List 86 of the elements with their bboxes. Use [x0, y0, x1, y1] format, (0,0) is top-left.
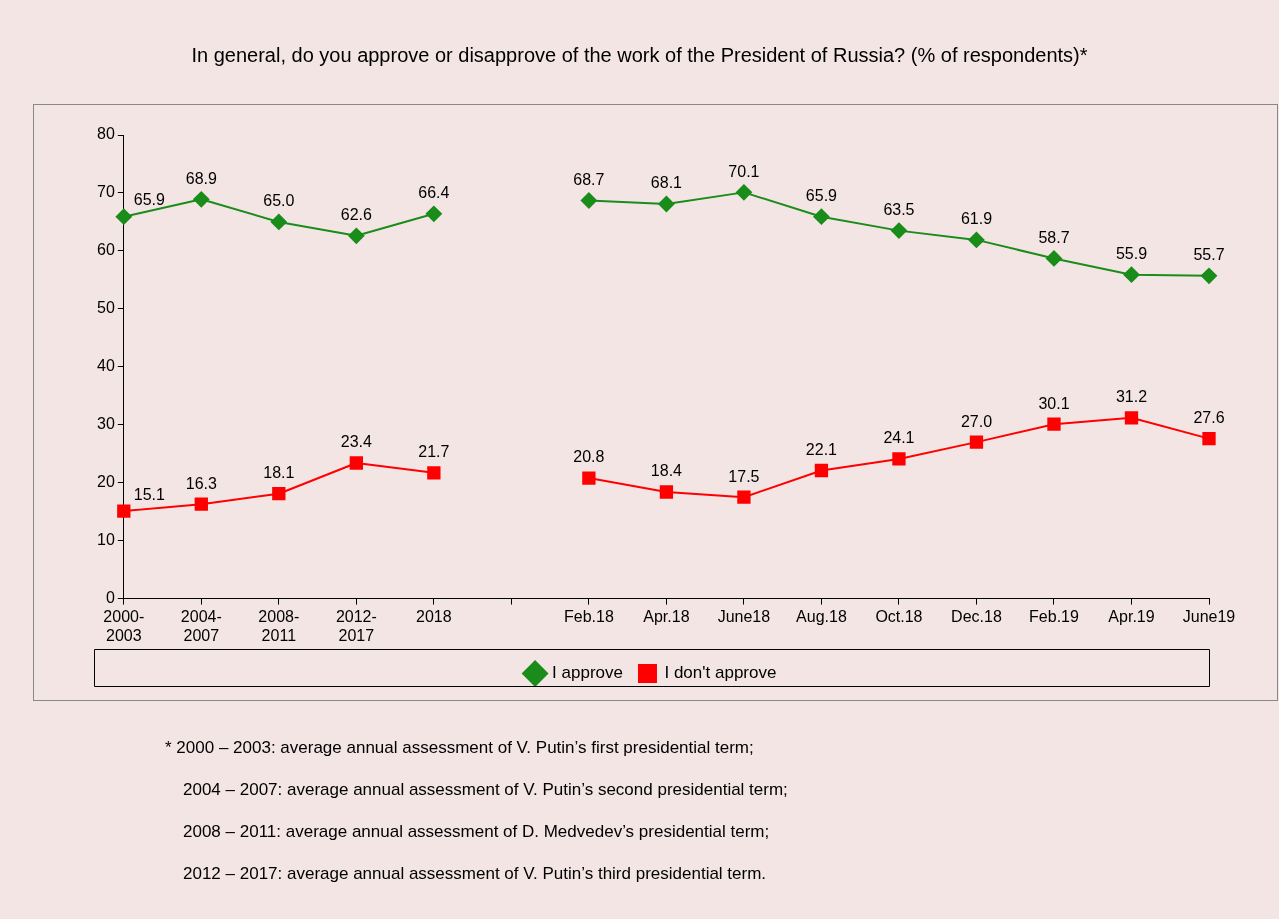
data-label: 18.1 [263, 464, 295, 482]
data-label: 55.7 [1193, 246, 1225, 264]
data-label: 21.7 [418, 443, 450, 461]
data-label: 23.4 [340, 433, 373, 451]
point [658, 195, 675, 212]
data-label: 66.4 [418, 184, 450, 202]
legend-label: I approve [552, 663, 623, 683]
point [737, 490, 751, 504]
x-tick-label: Apr.18 [643, 607, 690, 625]
point [735, 184, 752, 201]
point [968, 231, 985, 248]
data-label: 30.1 [1038, 394, 1070, 412]
x-tick-label: Apr.19 [1108, 607, 1155, 625]
data-label: 63.5 [883, 201, 915, 219]
data-label: 55.9 [1115, 245, 1148, 263]
data-label: 31.2 [1115, 388, 1148, 406]
x-tick-label: Aug.18 [796, 607, 847, 625]
y-tick-label: 40 [97, 357, 115, 375]
text: 2008 – 2011: average annual assessment of D. Medvedev’s presidential term; [182, 822, 771, 843]
x-tick-label: June18 [717, 607, 771, 625]
point [1124, 411, 1139, 425]
point [1047, 417, 1061, 431]
text: * 2000 – 2003: average annual assessment of V. Putin’s first presidential term; [165, 738, 755, 759]
chart-title: In general, do you approve or disapprove of the work of the President of Russia? (% of respondents)* [190, 44, 1089, 67]
point [1201, 267, 1217, 284]
point [348, 227, 365, 244]
y-tick-label: 60 [97, 241, 115, 259]
x-tick-label: Dec.18 [951, 607, 1002, 625]
y-tick-label: 70 [97, 183, 115, 201]
y-tick-label: 50 [97, 299, 115, 317]
point [969, 435, 984, 449]
data-label: 17.5 [728, 467, 760, 485]
point [117, 504, 131, 518]
data-label: 15.1 [133, 485, 166, 503]
data-label: 65.9 [133, 191, 166, 209]
point [1123, 266, 1140, 283]
x-tick-label: 2008-2011 [258, 607, 300, 644]
point [193, 191, 210, 208]
point [194, 497, 208, 511]
point [580, 192, 597, 209]
data-label: 61.9 [960, 210, 993, 228]
point [115, 208, 132, 225]
y-tick-label: 80 [97, 125, 115, 143]
data-label: 65.9 [805, 187, 838, 205]
data-label: 62.6 [340, 206, 373, 224]
x-tick-label: 2004-2007 [180, 607, 222, 644]
x-tick-label: Feb.19 [1029, 607, 1079, 625]
data-label: 22.1 [805, 440, 838, 458]
point [659, 485, 674, 499]
x-tick-label: Oct.18 [875, 607, 923, 625]
data-label: 27.6 [1193, 409, 1225, 427]
point [425, 205, 442, 222]
x-tick-label: 2000-2003 [103, 607, 145, 644]
data-label: 68.1 [650, 174, 683, 192]
point [349, 456, 363, 470]
data-label: 68.9 [185, 169, 217, 187]
data-label: 18.4 [650, 462, 683, 480]
point [892, 452, 906, 466]
point [1045, 250, 1062, 267]
data-label: 65.0 [263, 192, 295, 210]
data-label: 58.7 [1038, 228, 1070, 246]
data-label: 24.1 [883, 429, 915, 447]
point [813, 208, 830, 225]
y-tick-label: 30 [97, 415, 115, 433]
legend-label: I don't approve [664, 663, 777, 683]
data-label: 27.0 [960, 412, 993, 430]
point [270, 213, 287, 230]
text: 2004 – 2007: average annual assessment of V. Putin’s second presidential term; [182, 780, 788, 801]
point [814, 463, 829, 478]
point [272, 487, 286, 501]
point [1202, 432, 1216, 446]
y-tick-label: 0 [105, 589, 115, 607]
data-label: 20.8 [573, 448, 605, 466]
x-tick-label: June19 [1182, 607, 1236, 625]
data-label: 68.7 [573, 170, 605, 188]
text: 2012 – 2017: average annual assessment of V. Putin’s third presidential term. [182, 864, 768, 885]
y-tick-label: 10 [97, 531, 115, 549]
x-tick-label: 2018 [416, 607, 452, 625]
y-tick-label: 20 [97, 473, 115, 491]
point [582, 471, 596, 485]
x-tick-label: 2012-2017 [335, 607, 377, 644]
point [890, 222, 907, 239]
data-label: 70.1 [728, 162, 760, 180]
point [427, 466, 441, 480]
x-tick-label: Feb.18 [563, 607, 614, 625]
data-label: 16.3 [185, 474, 217, 492]
